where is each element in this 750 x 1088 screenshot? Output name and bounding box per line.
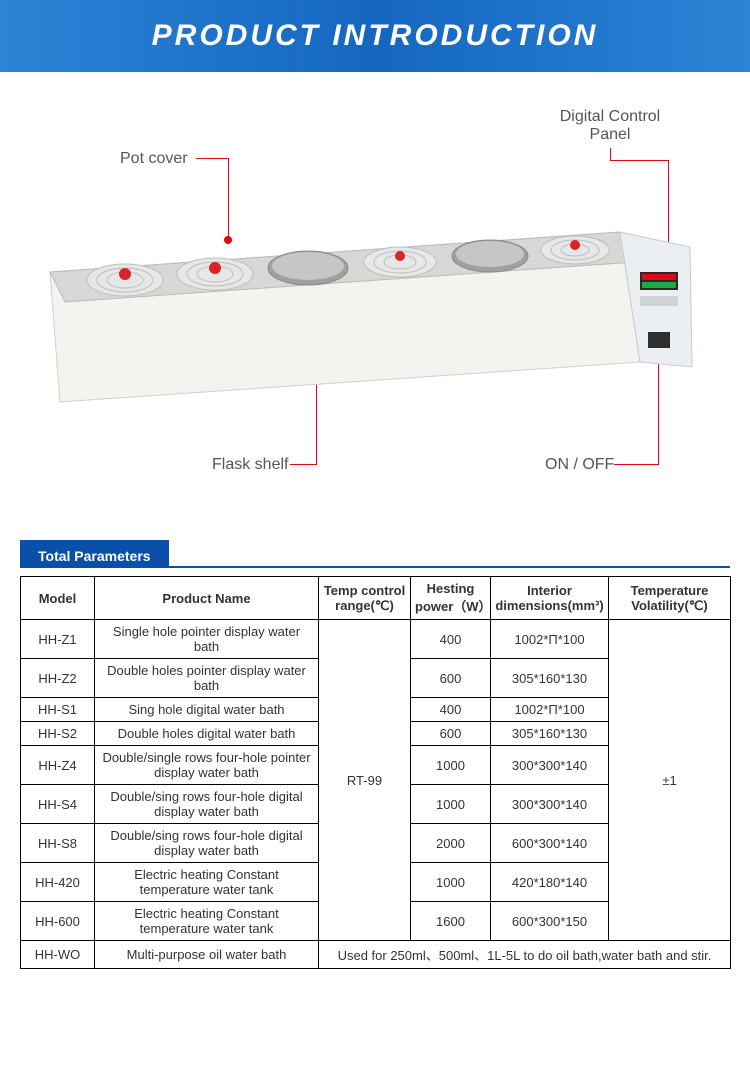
cell-power: 2000 [411,824,491,863]
table-row: HH-Z1Single hole pointer display water b… [21,620,731,659]
cell-power: 1600 [411,902,491,941]
col-header: Temperature Volatility(℃) [609,577,731,620]
water-bath-icon [40,202,710,422]
cell-product-name: Electric heating Constant temperature wa… [95,863,319,902]
callout-line [614,464,658,465]
cell-power: 1000 [411,863,491,902]
callout-line [610,148,611,160]
cell-product-name: Multi-purpose oil water bath [95,941,319,969]
callout-text: Panel [590,126,631,143]
section-tab-label: Total Parameters [20,540,169,568]
cell-model: HH-Z1 [21,620,95,659]
cell-power: 600 [411,722,491,746]
cell-volatility-merged: ±1 [609,620,731,941]
callout-line [610,160,668,161]
callout-flask-shelf: Flask shelf [212,456,288,474]
callout-line [196,158,228,159]
header-banner: PRODUCT INTRODUCTION [0,0,750,72]
cell-dimensions: 600*300*140 [491,824,609,863]
cell-power: 400 [411,620,491,659]
cell-power: 400 [411,698,491,722]
callout-pot-cover: Pot cover [120,150,188,168]
cell-product-name: Double holes pointer display water bath [95,659,319,698]
cell-power: 1000 [411,746,491,785]
cell-product-name: Sing hole digital water bath [95,698,319,722]
cell-model: HH-S4 [21,785,95,824]
cell-dimensions: 305*160*130 [491,722,609,746]
cell-product-name: Double/sing rows four-hole digital displ… [95,824,319,863]
col-header: Model [21,577,95,620]
cell-product-name: Double/sing rows four-hole digital displ… [95,785,319,824]
cell-model: HH-S2 [21,722,95,746]
cell-product-name: Single hole pointer display water bath [95,620,319,659]
cell-product-name: Double holes digital water bath [95,722,319,746]
cell-dimensions: 305*160*130 [491,659,609,698]
callout-line [290,464,316,465]
cell-model: HH-Z4 [21,746,95,785]
cell-temp-range-merged: RT-99 [319,620,411,941]
cell-dimensions: 600*300*150 [491,902,609,941]
table-row: HH-WOMulti-purpose oil water bathUsed fo… [21,941,731,969]
cell-dimensions: 300*300*140 [491,785,609,824]
cell-model: HH-S8 [21,824,95,863]
cell-dimensions: 420*180*140 [491,863,609,902]
cell-dimensions: 1002*Π*100 [491,698,609,722]
header-title: PRODUCT INTRODUCTION [152,19,599,53]
cell-model: HH-600 [21,902,95,941]
col-header: Interior dimensions(mm³) [491,577,609,620]
cell-power: 1000 [411,785,491,824]
cell-power: 600 [411,659,491,698]
product-illustration [40,202,710,427]
table-header-row: Model Product Name Temp control range(℃)… [21,577,731,620]
cell-model: HH-WO [21,941,95,969]
callout-text: Digital Control [560,108,660,125]
cell-product-name: Double/single rows four-hole pointer dis… [95,746,319,785]
cell-dimensions: 1002*Π*100 [491,620,609,659]
cell-model: HH-S1 [21,698,95,722]
callout-on-off: ON / OFF [545,456,614,474]
col-header: Hesting power（W） [411,577,491,620]
cell-product-name: Electric heating Constant temperature wa… [95,902,319,941]
col-header: Product Name [95,577,319,620]
callout-digital-panel: Digital Control Panel [540,108,680,144]
cell-dimensions: 300*300*140 [491,746,609,785]
col-header: Temp control range(℃) [319,577,411,620]
product-diagram: Pot cover Digital Control Panel Flask sh… [0,72,750,532]
section-bar: Total Parameters [20,540,730,568]
on-off-switch [648,332,670,348]
cell-footer-merged: Used for 250ml、500ml、1L-5L to do oil bat… [319,941,731,969]
parameters-table: Model Product Name Temp control range(℃)… [20,576,731,969]
cell-model: HH-420 [21,863,95,902]
cell-model: HH-Z2 [21,659,95,698]
